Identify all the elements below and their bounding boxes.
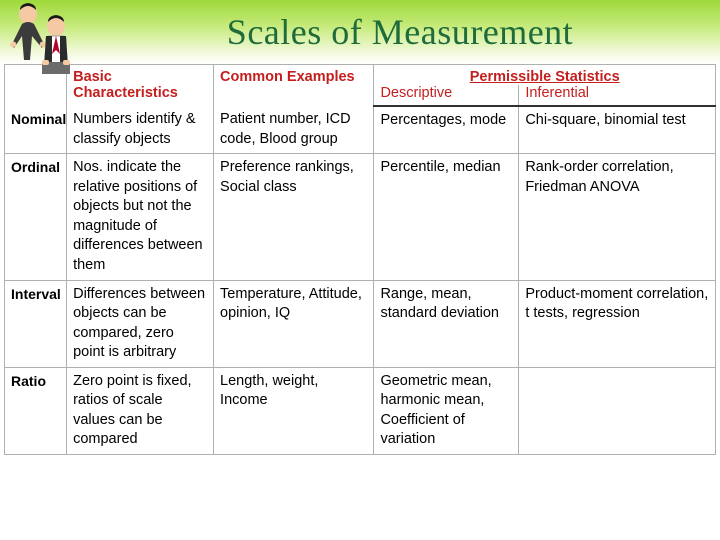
cell-descriptive: Percentile, median [374,154,519,280]
cell-common: Length, weight, Income [214,367,374,454]
cell-descriptive: Geometric mean, harmonic mean, Coefficie… [374,367,519,454]
table-row: Ratio Zero point is fixed, ratios of sca… [5,367,716,454]
cell-descriptive: Range, mean, standard deviation [374,280,519,367]
cell-inferential: Product-moment correlation, t tests, reg… [519,280,716,367]
cell-common: Preference rankings, Social class [214,154,374,280]
col-inferential: Inferential [519,85,716,106]
col-common: Common Examples [214,65,374,107]
cell-scale: Interval [5,280,67,367]
cell-inferential: Rank-order correlation, Friedman ANOVA [519,154,716,280]
header-band: Scales of Measurement [0,0,720,64]
col-permissible: Permissible Statistics [374,65,716,86]
people-illustration [2,0,94,96]
cell-descriptive: Percentages, mode [374,106,519,154]
cell-common: Temperature, Attitude, opinion, IQ [214,280,374,367]
cell-scale: Nominal [5,106,67,154]
page-title: Scales of Measurement [227,11,573,53]
cell-basic: Zero point is fixed, ratios of scale val… [67,367,214,454]
table-header-main: Scale Basic Characteristics Common Examp… [5,65,716,86]
cell-basic: Numbers identify & classify objects [67,106,214,154]
cell-common: Patient number, ICD code, Blood group [214,106,374,154]
table-row: Ordinal Nos. indicate the relative posit… [5,154,716,280]
table-body: Nominal Numbers identify & classify obje… [5,106,716,455]
cell-scale: Ratio [5,367,67,454]
cell-inferential: Chi-square, binomial test [519,106,716,154]
scales-table: Scale Basic Characteristics Common Examp… [4,64,716,455]
table-row: Interval Differences between objects can… [5,280,716,367]
col-descriptive: Descriptive [374,85,519,106]
scales-table-wrap: Scale Basic Characteristics Common Examp… [0,64,720,455]
cell-inferential [519,367,716,454]
cell-basic: Nos. indicate the relative positions of … [67,154,214,280]
cell-scale: Ordinal [5,154,67,280]
cell-basic: Differences between objects can be compa… [67,280,214,367]
table-row: Nominal Numbers identify & classify obje… [5,106,716,154]
